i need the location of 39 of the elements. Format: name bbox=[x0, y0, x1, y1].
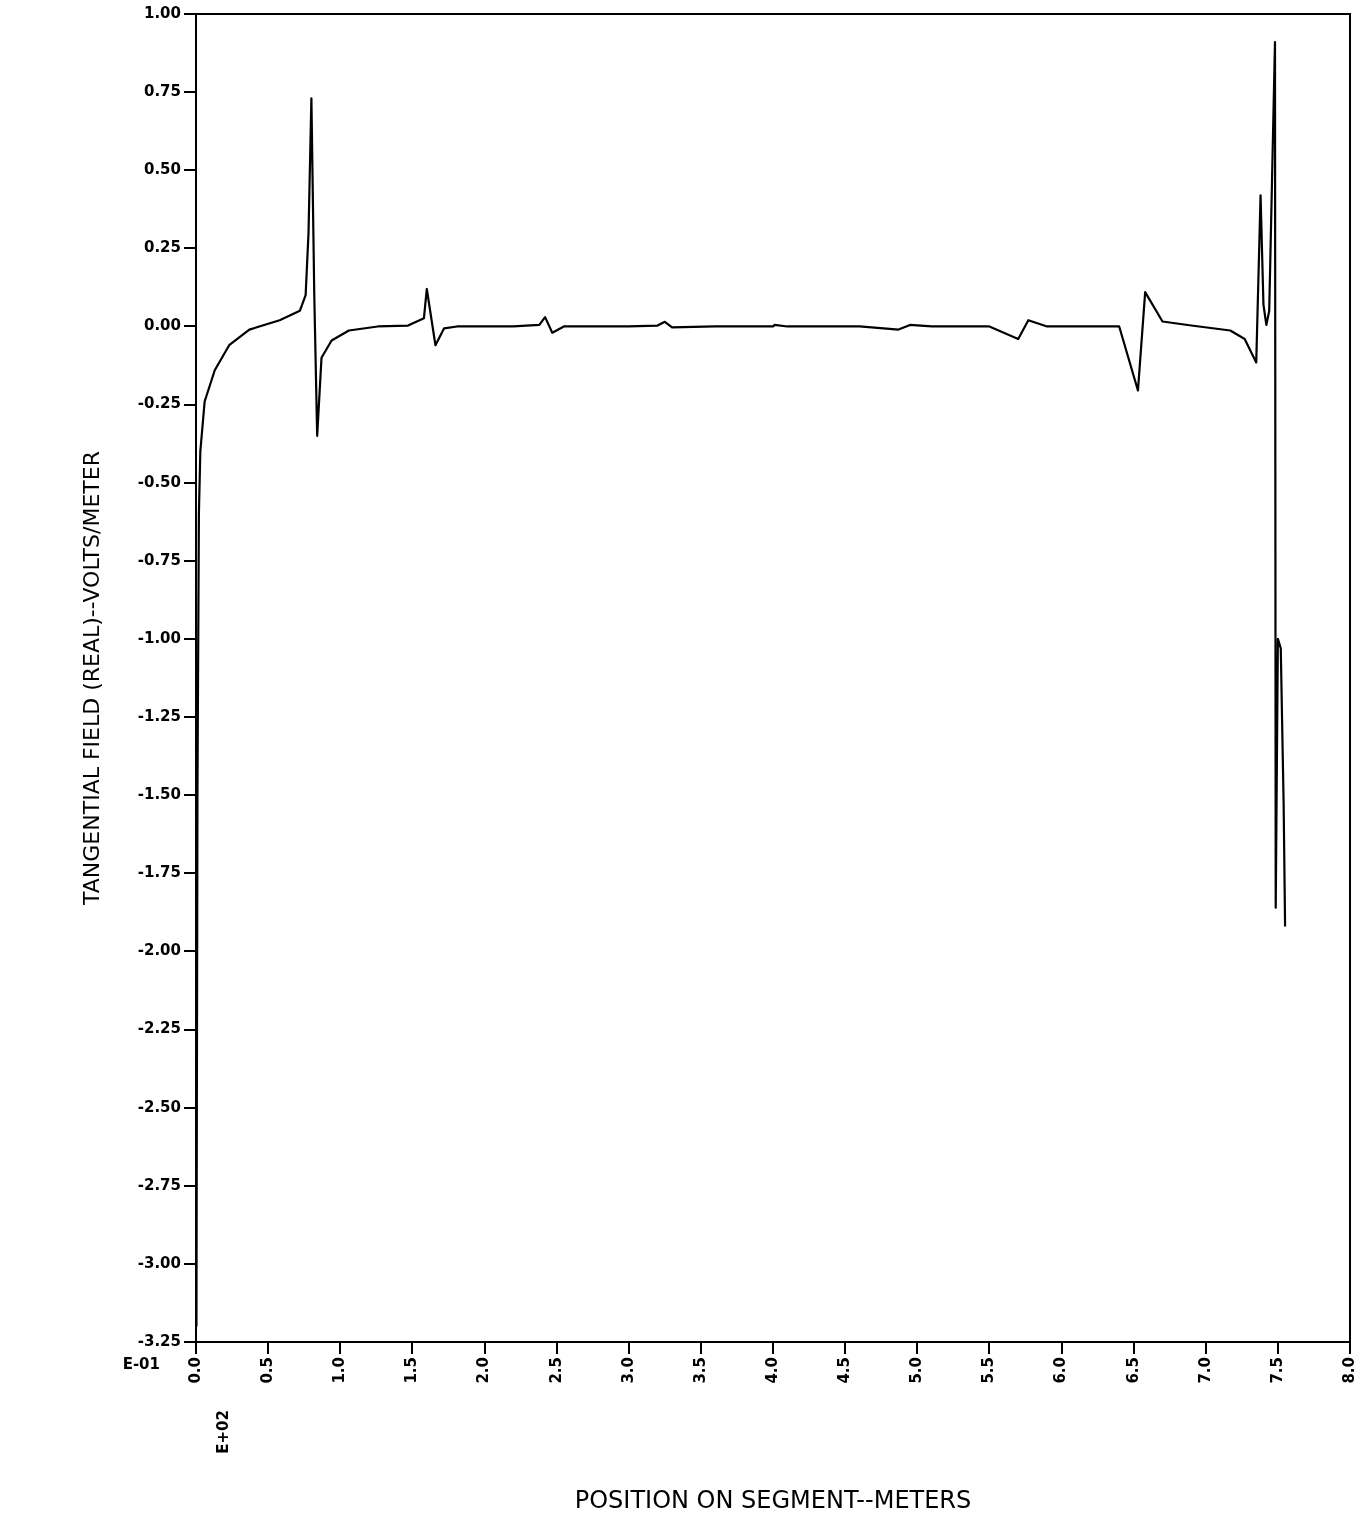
y-tick-label: -1.25 bbox=[137, 706, 181, 725]
x-tick-label: 0.5 bbox=[258, 1357, 277, 1384]
x-tick-label: 3.5 bbox=[690, 1357, 709, 1384]
x-tick-label: 3.0 bbox=[618, 1357, 637, 1384]
x-tick-label: 4.5 bbox=[835, 1357, 854, 1384]
y-tick-label: 0.00 bbox=[143, 316, 181, 335]
x-tick-label: 1.5 bbox=[402, 1357, 421, 1384]
x-tick-label: 5.0 bbox=[907, 1357, 926, 1384]
x-tick-label: 8.0 bbox=[1339, 1357, 1358, 1384]
x-tick-label: 7.5 bbox=[1267, 1357, 1286, 1384]
text: E+02 bbox=[213, 1410, 232, 1454]
x-tick-label: 6.5 bbox=[1123, 1357, 1142, 1384]
x-tick-label: 2.5 bbox=[546, 1357, 565, 1384]
y-tick-label: -1.75 bbox=[137, 863, 181, 882]
y-tick-label: 0.50 bbox=[143, 160, 181, 179]
x-tick-label: 5.5 bbox=[979, 1357, 998, 1384]
y-tick-label: -2.50 bbox=[137, 1097, 181, 1116]
y-tick-label: -2.25 bbox=[137, 1019, 181, 1038]
y-tick-label: -0.50 bbox=[137, 472, 181, 491]
y-axis-title: TANGENTIAL FIELD (REAL)--VOLTS/METER bbox=[78, 451, 104, 906]
y-tick-label: -2.00 bbox=[137, 941, 181, 960]
y-tick-label: -0.75 bbox=[137, 550, 181, 569]
text: E-01 bbox=[122, 1355, 160, 1374]
x-tick-label: 2.0 bbox=[474, 1357, 493, 1384]
y-tick-label: 0.25 bbox=[143, 238, 181, 257]
y-tick-label: -2.75 bbox=[137, 1175, 181, 1194]
y-tick-label: -3.00 bbox=[137, 1253, 181, 1272]
x-tick-label: 4.0 bbox=[762, 1357, 781, 1384]
y-tick-label: 0.75 bbox=[143, 82, 181, 101]
y-tick-label: -1.50 bbox=[137, 785, 181, 804]
x-tick-label: 7.0 bbox=[1195, 1357, 1214, 1384]
x-axis-title: POSITION ON SEGMENT--METERS bbox=[574, 1485, 972, 1514]
x-tick-label: 6.0 bbox=[1051, 1357, 1070, 1384]
y-tick-label: -1.00 bbox=[137, 628, 181, 647]
y-tick-label: -0.25 bbox=[137, 394, 181, 413]
x-tick-label: 0.0 bbox=[185, 1357, 204, 1384]
y-tick-label: -3.25 bbox=[137, 1331, 181, 1350]
x-tick-label: 1.0 bbox=[330, 1357, 349, 1384]
y-tick-label: 1.00 bbox=[143, 3, 181, 22]
